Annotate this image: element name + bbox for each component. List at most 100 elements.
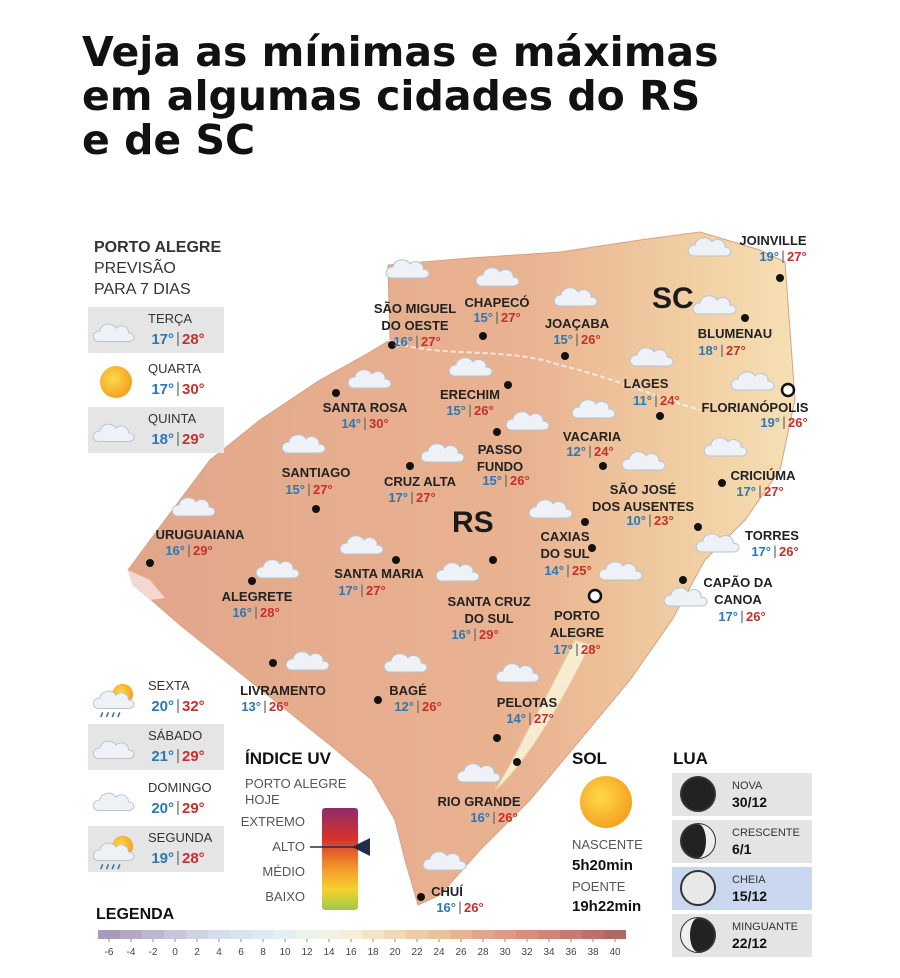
weather-icon — [695, 533, 740, 553]
title-line: em algumas cidades do RS — [82, 72, 700, 120]
city-dot — [146, 559, 154, 567]
temp-min: 16° — [232, 605, 252, 620]
city-name: BAGÉ — [389, 683, 427, 698]
weather-icon — [92, 740, 135, 759]
icon-cloud — [598, 561, 643, 581]
weather-icon — [663, 587, 708, 607]
legend-swatch — [362, 930, 384, 939]
capital-marker — [587, 588, 603, 604]
city-name: DOS AUSENTES — [592, 499, 694, 514]
city-dot — [588, 544, 596, 552]
city-dot — [406, 462, 414, 470]
temp-min: 13° — [241, 699, 261, 714]
temp-min: 16° — [165, 543, 185, 558]
uv-level: ALTO — [272, 839, 305, 854]
temp-max: 26° — [510, 473, 530, 488]
city-dot — [489, 556, 497, 564]
icon-cloud — [347, 369, 392, 389]
weather-icon — [281, 434, 326, 454]
legend-swatch — [252, 930, 274, 939]
temp-max: 25° — [572, 563, 592, 578]
uv-level: BAIXO — [265, 889, 305, 904]
city-name: PORTO — [554, 608, 600, 623]
legend-label: 20 — [389, 947, 401, 958]
weather-icon — [621, 451, 666, 471]
icon-cloud — [92, 842, 135, 861]
temp-max: 26° — [474, 403, 494, 418]
legend-label: 32 — [521, 947, 533, 958]
icon-cloud — [456, 763, 501, 783]
weather-icon — [420, 443, 465, 463]
temp-max: 29° — [182, 431, 205, 448]
temp-max: 29° — [193, 543, 213, 558]
weather-icon — [171, 497, 216, 517]
forecast-header: PARA 7 DIAS — [94, 281, 191, 298]
title-line: e de SC — [82, 116, 255, 164]
icon-cloud — [339, 535, 384, 555]
weather-icon — [629, 347, 674, 367]
city-dot — [679, 576, 687, 584]
temp-min: 20° — [151, 800, 174, 817]
temp-min: 17° — [736, 484, 756, 499]
weather-icon — [92, 423, 135, 442]
city-name: BLUMENAU — [698, 326, 772, 341]
temp-max: 30° — [369, 416, 389, 431]
icon-rain — [100, 712, 104, 718]
sun-time: 5h20min — [572, 857, 633, 874]
icon-cloud — [92, 792, 135, 811]
temp-min: 17° — [553, 642, 573, 657]
legend-swatch — [384, 930, 406, 939]
legend-title: LEGENDA — [96, 906, 175, 923]
legend-label: 2 — [194, 947, 200, 958]
temp-max: 26° — [464, 900, 484, 915]
city-name: CHAPECÓ — [464, 295, 529, 310]
icon-cloud — [687, 237, 732, 257]
temp-max: 24° — [660, 393, 680, 408]
city-name: SANTIAGO — [282, 465, 351, 480]
weather-icon — [347, 369, 392, 389]
city-dot — [776, 274, 784, 282]
legend-label: 34 — [543, 947, 555, 958]
temp-min: 17° — [751, 544, 771, 559]
weather-icon — [528, 499, 573, 519]
city-name: FLORIANÓPOLIS — [702, 400, 809, 415]
sun-title: SOL — [572, 749, 607, 768]
sun-label: POENTE — [572, 879, 626, 894]
icon-rain — [111, 712, 115, 718]
city-name: SANTA ROSA — [323, 400, 408, 415]
day-name: TERÇA — [148, 311, 192, 326]
title: Veja as mínimas e máximas em algumas cid… — [82, 28, 718, 164]
legend-swatch — [582, 930, 604, 939]
legend-swatch — [120, 930, 142, 939]
temp-min: 15° — [553, 332, 573, 347]
temp-min: 10° — [626, 513, 646, 528]
legend-swatch — [472, 930, 494, 939]
temp-max: 27° — [421, 334, 441, 349]
temp-min: 14° — [341, 416, 361, 431]
legend-swatch — [230, 930, 252, 939]
legend-label: 12 — [301, 947, 313, 958]
sun-time: 19h22min — [572, 898, 641, 915]
city-name: TORRES — [745, 528, 799, 543]
legend-swatch — [274, 930, 296, 939]
temp-min: 17° — [718, 609, 738, 624]
icon-rain — [105, 712, 110, 718]
sun-label: NASCENTE — [572, 837, 643, 852]
legend-label: -4 — [127, 947, 136, 958]
temp-max: 27° — [726, 343, 746, 358]
temp-max: 27° — [501, 310, 521, 325]
uruguay-spot — [128, 570, 165, 600]
temp-min: 16° — [436, 900, 456, 915]
forecast-header: PORTO ALEGRE — [94, 239, 221, 256]
weather-icon — [692, 295, 737, 315]
icon-cloud — [528, 499, 573, 519]
moon-phase: MINGUANTE — [732, 921, 798, 933]
icon-cloud — [703, 437, 748, 457]
legend-label: 22 — [411, 947, 423, 958]
icon-cloud — [435, 562, 480, 582]
icon-cloud — [695, 533, 740, 553]
city-dot — [718, 479, 726, 487]
moon-lit — [681, 918, 698, 952]
legend-label: 14 — [323, 947, 335, 958]
